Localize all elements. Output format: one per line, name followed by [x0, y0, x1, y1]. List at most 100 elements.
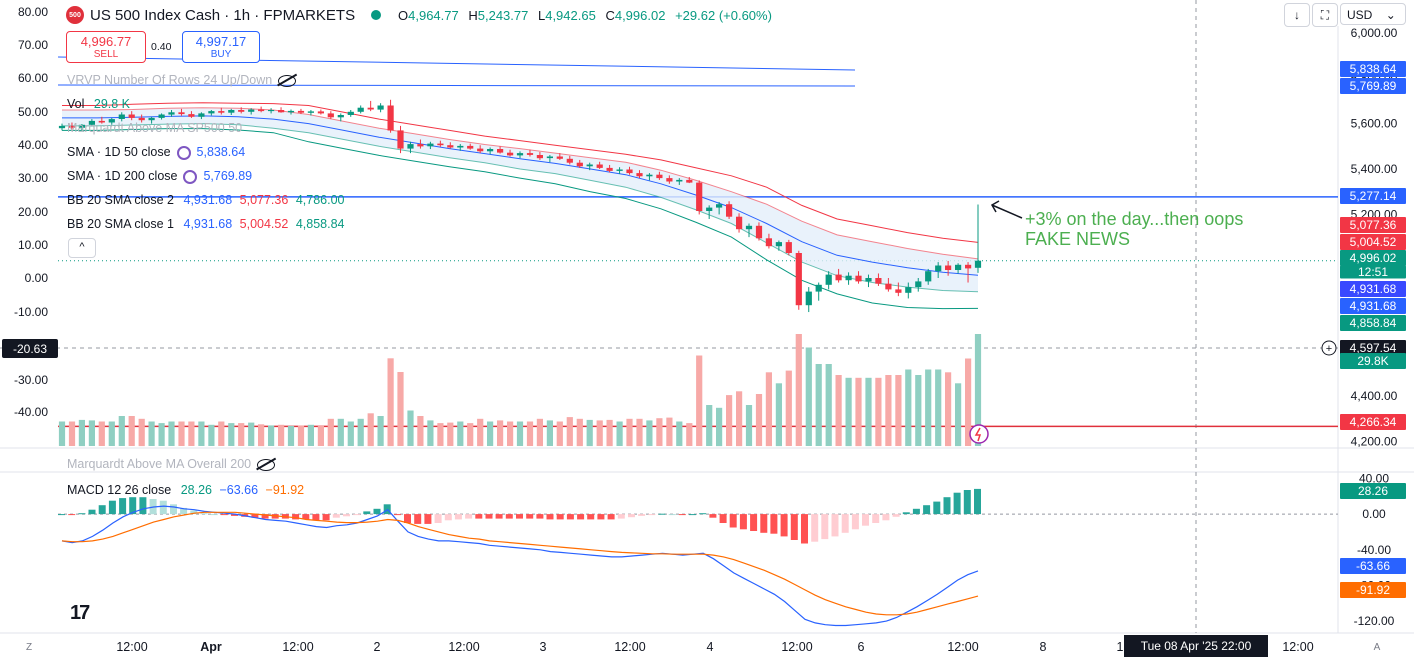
ohlc-open-key: O [398, 8, 409, 23]
legend-sma50[interactable]: SMA · 1D 50 close 5,838.64 [67, 145, 245, 160]
sma50-value: 5,838.64 [196, 145, 246, 159]
legend-marquardt-overall[interactable]: Marquardt Above MA Overall 200 [67, 457, 276, 471]
macd-hist-bar [770, 514, 778, 534]
refresh-icon[interactable] [176, 145, 191, 160]
volume-bar [367, 413, 374, 447]
sell-button[interactable]: 4,996.77 SELL [66, 31, 146, 63]
signal-line [61, 511, 979, 616]
volume-bar [58, 421, 66, 446]
volume-bar [218, 421, 225, 446]
macd-hist-bar [373, 508, 381, 515]
candle-body [158, 114, 165, 118]
refresh-icon[interactable] [183, 169, 198, 184]
volume-bar [447, 422, 454, 446]
candle-body [606, 167, 613, 171]
macd-tag [1340, 582, 1406, 598]
candle-body [865, 278, 872, 282]
candle-body [507, 152, 514, 156]
chart-annotation-text[interactable]: +3% on the day...then oops FAKE NEWS [1025, 209, 1244, 249]
macd-hist-bar [505, 514, 513, 519]
legend-sma200[interactable]: SMA · 1D 200 close 5,769.89 [67, 169, 252, 184]
macd-hist-bar [312, 514, 320, 521]
legend-marquardt[interactable]: Marquardt Above MA SP500 50 [67, 121, 242, 135]
bb1-upper: 5,004.52 [239, 217, 289, 231]
time-axis-tick: 12:00 [781, 640, 812, 654]
volume-bar [487, 421, 494, 446]
ohlc-change: +29.62 (+0.60%) [675, 8, 772, 23]
eye-hidden-icon[interactable] [278, 74, 297, 87]
candle-body [268, 110, 275, 112]
price-tag [1340, 340, 1406, 356]
volume-bar [716, 407, 723, 447]
legend-vrvp[interactable]: VRVP Number Of Rows 24 Up/Down [67, 73, 297, 87]
volume-bar [935, 369, 942, 446]
candle-body [965, 264, 972, 269]
legend-macd[interactable]: MACD 12 26 close 28.26 −63.66 −91.92 [67, 483, 304, 497]
price-axis-tick: 4,200.00 [1351, 434, 1398, 448]
volume-bar [546, 420, 553, 446]
auto-scale-icon: A [1374, 642, 1381, 653]
volume-bar [327, 418, 334, 447]
volume-bar [736, 391, 743, 447]
chevron-up-icon: ^ [79, 241, 85, 253]
macd-tag-text: -91.92 [1356, 583, 1390, 597]
time-axis-tick: 12:00 [614, 640, 645, 654]
candle-body [656, 174, 663, 179]
osc-axis-tick: -10.00 [14, 305, 48, 319]
bb-fill [62, 107, 978, 292]
candle-body [258, 109, 265, 112]
volume-bar [745, 405, 753, 446]
fullscreen-button[interactable]: ⛶ [1312, 3, 1338, 27]
candle-body [228, 110, 235, 113]
scroll-down-button[interactable]: ↓ [1284, 3, 1310, 27]
macd-hist-bar [668, 514, 676, 516]
currency-select[interactable]: USD ⌄ [1340, 3, 1406, 25]
price-tag-text: 5,004.52 [1350, 235, 1397, 249]
price-tag-text: 4,996.02 [1350, 251, 1397, 265]
candle-body [586, 164, 593, 167]
macd-hist-bar [58, 514, 65, 516]
macd-hist-bar [322, 514, 330, 521]
volume-bar [467, 423, 474, 446]
volume-bar [108, 421, 115, 446]
collapse-legend-button[interactable]: ^ [68, 238, 96, 258]
time-axis-tick: 12:00 [282, 640, 313, 654]
buy-price: 4,997.17 [195, 34, 247, 49]
legend-bb2[interactable]: BB 20 SMA close 2 4,931.68 5,077.36 4,78… [67, 193, 344, 207]
price-axis-tick: 6,000.00 [1351, 26, 1398, 40]
macd-hist-bar [200, 513, 208, 515]
candle-body [327, 113, 334, 118]
buy-button[interactable]: 4,997.17 BUY [182, 31, 260, 63]
volume-bar [228, 423, 235, 446]
price-tag-text: 4,931.68 [1350, 282, 1397, 296]
volume-bar [686, 423, 693, 446]
sell-price: 4,996.77 [80, 34, 132, 49]
macd-hist-bar [98, 505, 106, 515]
volume-bar [955, 383, 962, 447]
macd-hist-bar [953, 492, 961, 515]
legend-volume[interactable]: Vol 29.8 K [67, 97, 130, 111]
eye-hidden-icon[interactable] [257, 458, 276, 471]
ohlc-readout: O4,964.77 H5,243.77 L4,942.65 C4,996.02 … [398, 8, 778, 23]
price-tag-text: 5,277.14 [1350, 189, 1397, 203]
volume-bar [178, 421, 185, 446]
time-axis-tick: 12:00 [947, 640, 978, 654]
price-tag [1340, 188, 1406, 204]
symbol-header[interactable]: 500 US 500 Index Cash · 1h · FPMARKETS [66, 6, 382, 24]
time-axis-tick: 4 [707, 640, 714, 654]
vol-value: 29.8 K [93, 97, 131, 111]
marquardt-overall-label: Marquardt Above MA Overall 200 [67, 457, 252, 471]
price-axis-tick: 5,600.00 [1351, 117, 1398, 131]
volume-bar [297, 425, 305, 446]
volume-bar [656, 418, 663, 446]
macd-hist-bar [577, 514, 585, 520]
volume-bar [765, 372, 772, 447]
legend-bb1[interactable]: BB 20 SMA close 1 4,931.68 5,004.52 4,85… [67, 217, 344, 231]
candle-body [516, 153, 524, 156]
price-tag-text: 5,838.64 [1350, 62, 1397, 76]
tradingview-logo[interactable]: 17 [70, 602, 90, 624]
macd-hist-bar [648, 514, 656, 516]
macd-hist-bar [424, 514, 432, 524]
macd-axis-tick: -40.00 [1357, 543, 1391, 557]
